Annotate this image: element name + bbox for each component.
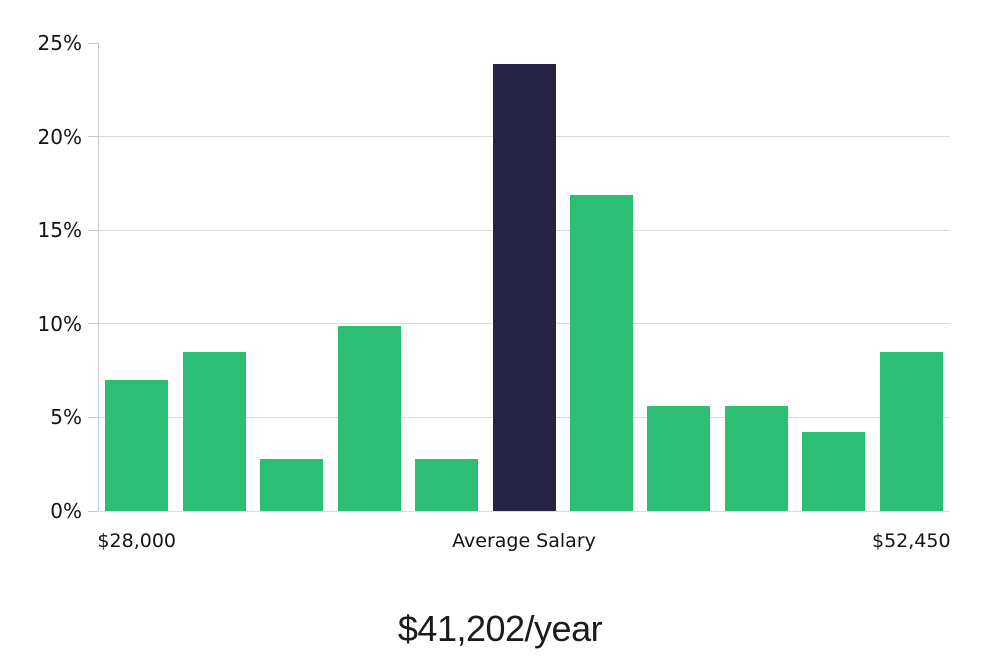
- x-axis-label-5: Average Salary: [452, 530, 596, 552]
- y-axis-tick-0: [88, 510, 98, 512]
- y-axis-tick-5: [88, 416, 98, 418]
- y-axis-label-5: 5%: [50, 405, 82, 430]
- y-axis-tick-15: [88, 229, 98, 231]
- y-axis-tick-20: [88, 136, 98, 138]
- y-axis-label-25: 25%: [37, 31, 82, 55]
- y-axis-tick-25: [88, 42, 98, 44]
- bar-9: [802, 432, 866, 511]
- gridline-0: [98, 510, 950, 512]
- bar-6: [569, 194, 633, 511]
- bar-1: [182, 351, 246, 511]
- y-axis-label-15: 15%: [37, 218, 82, 243]
- plot-area: 0% 5% 10% 15% 20% 25% $28,000 Average Salary $52…: [38, 31, 951, 552]
- bar-8: [724, 406, 788, 511]
- y-axis-label-20: 20%: [37, 124, 82, 149]
- bar-10: [879, 351, 943, 511]
- bar-0: [105, 379, 169, 511]
- y-axis-line: [98, 43, 99, 511]
- average-salary-value-title: $41,202/year: [397, 608, 603, 649]
- bar-3: [337, 325, 401, 511]
- x-axis-label-0: $28,000: [97, 530, 177, 552]
- highlight-bar-average-salary: [492, 63, 556, 511]
- bar-2: [260, 458, 324, 511]
- y-axis-label-0: 0%: [50, 499, 82, 523]
- x-axis-label-10: $52,450: [871, 530, 951, 552]
- y-axis-tick-10: [88, 323, 98, 325]
- bar-4: [415, 458, 479, 511]
- y-axis-label-10: 10%: [37, 311, 82, 336]
- bar-7: [647, 406, 711, 511]
